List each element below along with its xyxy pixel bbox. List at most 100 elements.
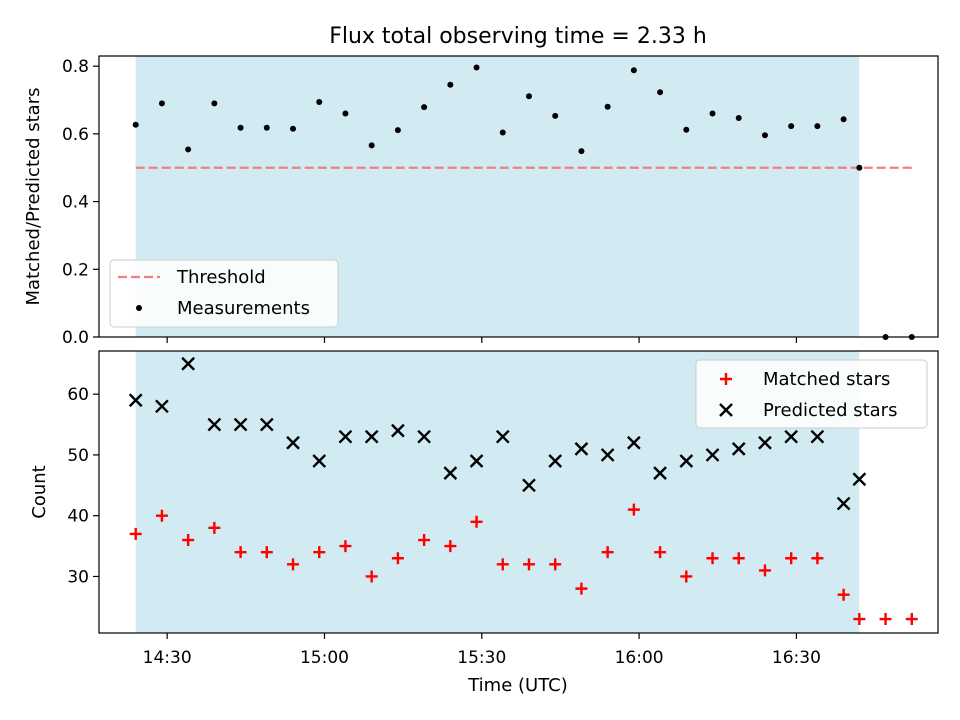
matched-star-point [129, 527, 142, 540]
measurement-point [856, 164, 863, 171]
measurement-point [761, 132, 768, 139]
legend-measurement-label: Measurements [177, 298, 310, 319]
predicted-star-point [417, 429, 431, 444]
matched-star-point [313, 546, 326, 559]
bottom-plot-frame [98, 350, 939, 634]
measurement-point [368, 142, 375, 149]
bottom-legend: Matched stars Predicted stars [695, 359, 928, 429]
top-panel: 0.00.20.40.60.8 Matched/Predicted stars … [23, 55, 939, 348]
predicted-star-point [522, 478, 536, 493]
x-tick-label: 15:00 [300, 648, 349, 668]
measurement-point [814, 123, 821, 130]
x-tick-label: 15:30 [457, 648, 506, 668]
matched-star-point [339, 540, 352, 553]
x-axis-label: Time (UTC) [467, 675, 568, 696]
matched-star-point [879, 613, 892, 626]
bottom-panel: 30 40 50 60 14:30 15:00 15:30 16:00 16:30 Count… [29, 350, 939, 668]
predicted-star-point [836, 496, 851, 511]
predicted-star-point [731, 442, 746, 456]
predicted-star-point [181, 356, 195, 371]
legend-predicted-swatch [719, 403, 733, 417]
predicted-star-point [627, 435, 641, 450]
matched-star-point [470, 515, 483, 528]
matched-star-point [155, 509, 168, 522]
matched-star-point [575, 582, 588, 595]
predicted-star-point [338, 429, 353, 444]
matched-star-point [732, 552, 745, 565]
measurement-point [604, 103, 611, 110]
measurement-point [709, 110, 716, 117]
matched-star-point [785, 552, 798, 565]
predicted-star-point [128, 393, 143, 408]
bottom-y-tick-label: 60 [67, 385, 89, 405]
matched-star-point [260, 546, 273, 559]
predicted-star-point [391, 423, 405, 438]
measurement-point [290, 125, 297, 132]
top-legend: Threshold Measurements [109, 259, 339, 328]
legend-box [695, 359, 928, 429]
predicted-star-point [312, 454, 327, 468]
legend-measurement-swatch [136, 305, 142, 311]
measurement-point [447, 81, 454, 88]
measurement-point [342, 110, 349, 117]
predicted-star-point [758, 435, 772, 450]
measurement-point [630, 67, 637, 74]
predicted-star-point [286, 435, 300, 450]
legend-box [109, 259, 339, 328]
matched-star-point [853, 613, 866, 626]
top-y-tick-label: 0.4 [62, 193, 89, 213]
bottom-y-tick-label: 30 [67, 567, 89, 587]
x-tick-label: 16:00 [615, 648, 664, 668]
measurement-point [683, 126, 690, 133]
matched-star-point [182, 534, 195, 547]
measurement-point [840, 116, 847, 123]
predicted-star-point [600, 448, 615, 462]
matched-star-point [837, 588, 850, 601]
predicted-star-point [548, 454, 563, 468]
matched-star-point [601, 546, 614, 559]
measurement-point [237, 124, 244, 131]
predicted-star-point [259, 417, 274, 432]
predicted-star-point [469, 454, 484, 468]
matched-star-point [758, 564, 771, 577]
measurement-point [421, 104, 428, 111]
matched-star-point [496, 558, 509, 571]
measurement-point [552, 112, 559, 119]
predicted-star-point [443, 466, 458, 481]
top-y-tick-label: 0.8 [62, 57, 89, 77]
matched-star-point [418, 534, 431, 547]
matched-star-point [391, 552, 404, 565]
measurement-point [657, 89, 664, 96]
predicted-star-point [364, 429, 379, 444]
matched-star-point [905, 613, 918, 626]
legend-matched-label: Matched stars [763, 369, 890, 390]
predicted-star-point [852, 472, 867, 487]
bottom-y-tick-label: 40 [67, 507, 89, 527]
legend-predicted-label: Predicted stars [763, 400, 897, 421]
matched-star-point [444, 540, 457, 553]
matched-star-point [522, 558, 535, 571]
chart-title: Flux total observing time = 2.33 h [329, 24, 707, 49]
matched-star-point [706, 552, 719, 565]
measurement-point [263, 124, 270, 131]
predicted-star-point [653, 466, 667, 481]
matched-star-point [365, 570, 378, 583]
measurement-point [525, 93, 532, 100]
measurement-point [499, 129, 506, 136]
matched-star-point [680, 570, 693, 583]
measurement-point [578, 148, 585, 155]
legend-threshold-label: Threshold [176, 267, 266, 288]
measurement-point [788, 123, 795, 130]
predicted-star-point [233, 417, 248, 432]
matched-star-point [234, 546, 247, 559]
matched-star-point [208, 521, 221, 534]
predicted-star-point [810, 429, 825, 444]
measurement-point [185, 146, 192, 153]
bottom-y-axis-label: Count [29, 465, 50, 518]
measurement-point [394, 127, 401, 134]
predicted-star-point [574, 442, 589, 456]
top-y-axis-label: Matched/Predicted stars [23, 88, 44, 306]
top-y-tick-label: 0.0 [62, 328, 89, 348]
measurement-point [316, 99, 323, 106]
